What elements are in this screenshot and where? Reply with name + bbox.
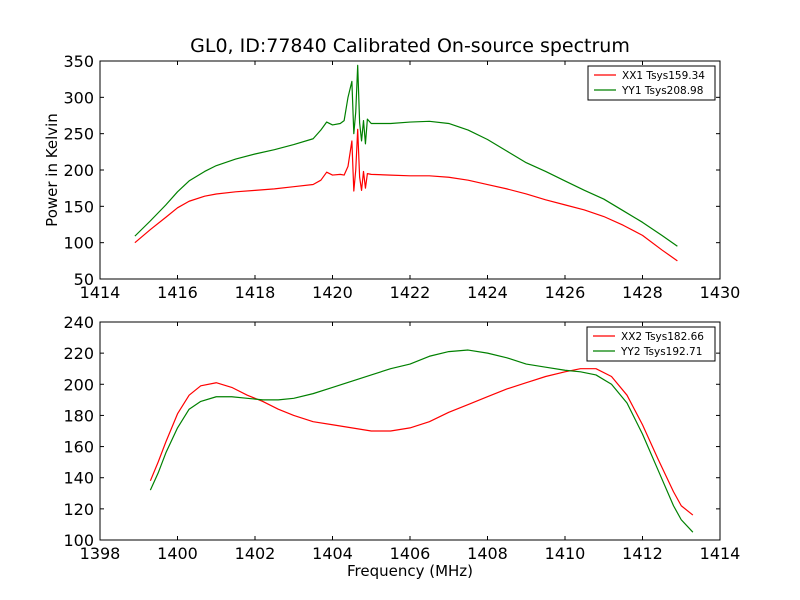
legend-box (587, 65, 716, 101)
x-tick-label: 1418 (235, 283, 276, 302)
y-tick-label: 300 (63, 88, 94, 107)
plot-frame (99, 60, 721, 280)
x-tick-label: 1416 (157, 283, 198, 302)
y-tick-label: 250 (63, 125, 94, 144)
plot-frame (99, 321, 721, 541)
y-tick-label: 100 (63, 531, 94, 550)
x-tick-label: 1398 (80, 544, 121, 563)
y-tick-label: 180 (63, 406, 94, 425)
series-line-xx1 (134, 128, 678, 262)
chart-title: GL0, ID:77840 Calibrated On-source spect… (190, 35, 630, 57)
x-tick-label: 1420 (312, 283, 353, 302)
x-tick-label: 1400 (157, 544, 198, 563)
y-tick-label: 200 (63, 161, 94, 180)
x-tick-label: 1410 (545, 544, 586, 563)
y-tick-label: 50 (74, 270, 94, 289)
x-tick-label: 1408 (467, 544, 508, 563)
legend-entry: XX2 Tsys182.66 (621, 331, 704, 343)
y-tick-label: 150 (63, 197, 94, 216)
x-tick-label: 1404 (312, 544, 353, 563)
x-tick-label: 1414 (700, 544, 741, 563)
y-tick-label: 240 (63, 313, 94, 332)
y-tick-label: 160 (63, 438, 94, 457)
x-tick-label: 1424 (467, 283, 508, 302)
legend-entry: YY1 Tsys208.98 (621, 85, 703, 97)
legend-entry: YY2 Tsys192.71 (620, 346, 702, 358)
series-line-xx2 (149, 368, 694, 516)
series-line-yy2 (149, 349, 694, 533)
top-panel: 1414 1416 1418 1420 1422 1424 1426 1428 1430 50 10… (43, 52, 740, 302)
y-tick-label: 220 (63, 344, 94, 363)
x-tick-label: 1402 (235, 544, 276, 563)
y-tick-label: 200 (63, 375, 94, 394)
y-tick-label: 120 (63, 500, 94, 519)
x-tick-label: 1412 (622, 544, 663, 563)
x-tick-label: 1414 (80, 283, 121, 302)
x-axis-label: Frequency (MHz) (347, 562, 473, 580)
x-tick-label: 1430 (700, 283, 741, 302)
x-tick-label: 1428 (622, 283, 663, 302)
y-tick-label: 100 (63, 234, 94, 253)
y-tick-label: 350 (63, 52, 94, 71)
series-line-yy1 (134, 64, 678, 247)
y-axis-label: Power in Kelvin (43, 113, 61, 227)
y-tick-label: 140 (63, 469, 94, 488)
x-tick-label: 1426 (545, 283, 586, 302)
x-tick-label: 1406 (390, 544, 431, 563)
x-tick-label: 1422 (390, 283, 431, 302)
bottom-panel: 1398 1400 1402 1404 1406 1408 1410 1412 1414 100 1… (63, 313, 740, 580)
legend-box (586, 326, 716, 362)
legend-entry: XX1 Tsys159.34 (622, 70, 705, 82)
